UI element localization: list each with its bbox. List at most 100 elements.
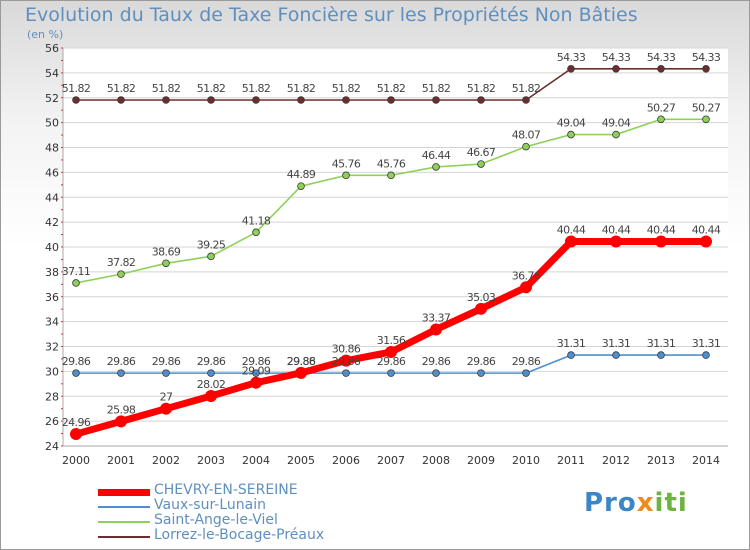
data-label: 29.86 <box>197 355 226 368</box>
data-label: 40.44 <box>647 224 676 237</box>
data-point <box>610 235 622 248</box>
data-label: 49.04 <box>557 117 586 130</box>
y-tick-label: 52 <box>45 92 59 105</box>
x-tick-label: 2000 <box>62 454 90 467</box>
legend-item: CHEVRY-EN-SEREINE <box>98 482 358 499</box>
data-point <box>70 428 82 441</box>
data-label: 31.31 <box>602 337 631 350</box>
data-label: 50.27 <box>647 101 676 114</box>
data-label: 51.82 <box>332 82 361 95</box>
data-point <box>250 376 262 389</box>
data-point <box>252 369 260 377</box>
legend-item: Lorrez-le-Bocage-Préaux <box>98 527 358 544</box>
data-point <box>432 96 440 104</box>
data-label: 51.82 <box>422 82 451 95</box>
data-point <box>387 96 395 104</box>
data-point <box>655 235 667 248</box>
data-point <box>477 369 485 377</box>
data-point <box>612 351 620 359</box>
data-point <box>612 130 620 139</box>
data-point <box>160 402 172 415</box>
legend-swatch <box>98 488 150 496</box>
data-point <box>565 235 577 248</box>
data-label: 38.69 <box>152 245 181 258</box>
proxiti-logo: Proxiti <box>584 488 688 518</box>
data-point <box>657 64 665 73</box>
data-label: 51.82 <box>242 82 271 95</box>
data-label: 41.18 <box>242 214 271 227</box>
data-label: 54.33 <box>602 51 631 64</box>
y-tick-label: 56 <box>45 42 59 55</box>
data-point <box>432 369 440 377</box>
data-point <box>117 369 125 377</box>
x-tick-label: 2014 <box>692 454 720 467</box>
data-point <box>207 369 215 377</box>
data-point <box>207 96 215 104</box>
data-point <box>342 96 350 104</box>
data-label: 54.33 <box>692 51 721 64</box>
data-point <box>72 279 80 287</box>
data-label: 54.33 <box>557 51 586 64</box>
data-label: 29.86 <box>107 355 136 368</box>
legend-item: Saint-Ange-le-Viel <box>98 512 358 529</box>
legend-swatch <box>98 521 150 523</box>
data-label: 37.11 <box>62 265 91 278</box>
data-label: 45.76 <box>377 157 406 170</box>
data-label: 29.86 <box>242 355 271 368</box>
y-tick-label: 26 <box>45 415 59 428</box>
legend-label: Saint-Ange-le-Viel <box>154 512 278 528</box>
legend-label: CHEVRY-EN-SEREINE <box>154 482 298 498</box>
data-label: 44.89 <box>287 168 316 181</box>
data-label: 51.82 <box>377 82 406 95</box>
data-point <box>342 171 350 180</box>
data-label: 33.37 <box>422 311 451 324</box>
data-point <box>567 351 575 359</box>
data-label: 54.33 <box>647 51 676 64</box>
data-point <box>567 64 575 73</box>
data-label: 37.82 <box>107 256 136 269</box>
y-tick-label: 40 <box>45 241 59 254</box>
data-point <box>297 96 305 104</box>
legend-label: Vaux-sur-Lunain <box>154 497 266 513</box>
data-point <box>342 369 350 377</box>
data-label: 51.82 <box>107 82 136 95</box>
data-point <box>117 270 125 278</box>
y-tick-label: 36 <box>45 291 59 304</box>
data-point <box>385 345 397 358</box>
data-point <box>162 369 170 377</box>
data-label: 46.67 <box>467 146 496 159</box>
series-3 <box>72 64 710 104</box>
data-label: 28.02 <box>197 378 226 391</box>
x-tick-label: 2003 <box>197 454 225 467</box>
unit-label: (en %) <box>27 28 64 41</box>
data-label: 51.82 <box>287 82 316 95</box>
data-label: 49.04 <box>602 117 631 130</box>
data-point <box>340 354 352 367</box>
data-point <box>522 369 530 377</box>
y-tick-label: 50 <box>45 117 59 130</box>
data-label: 29.86 <box>62 355 91 368</box>
data-label: 29.09 <box>242 365 271 378</box>
data-point <box>115 415 127 428</box>
data-label: 46.44 <box>422 149 451 162</box>
x-tick-label: 2008 <box>422 454 450 467</box>
data-point <box>72 369 80 377</box>
data-label: 40.44 <box>692 224 721 237</box>
data-point <box>702 115 710 124</box>
data-point <box>567 130 575 139</box>
data-label: 29.86 <box>512 355 541 368</box>
data-label: 29.86 <box>332 355 361 368</box>
legend-swatch <box>98 536 150 538</box>
data-label: 51.82 <box>512 82 541 95</box>
chart-title: Evolution du Taux de Taxe Foncière sur l… <box>25 4 638 26</box>
data-point <box>295 366 307 379</box>
data-label: 29.86 <box>287 355 316 368</box>
x-tick-label: 2004 <box>242 454 270 467</box>
data-label: 39.25 <box>197 238 226 251</box>
data-point <box>207 252 215 261</box>
data-label: 40.44 <box>602 224 631 237</box>
data-label: 51.82 <box>62 82 91 95</box>
data-point <box>387 369 395 377</box>
data-point <box>252 228 260 237</box>
